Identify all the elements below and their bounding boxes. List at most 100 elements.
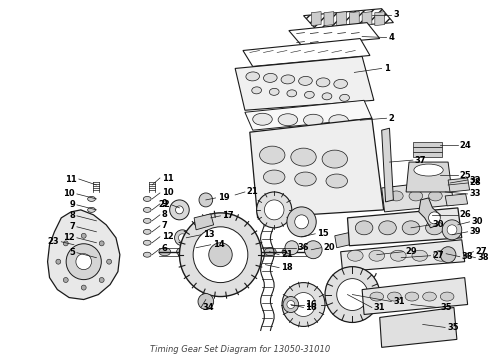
Text: 36: 36 — [297, 243, 309, 252]
Text: 32: 32 — [469, 176, 481, 185]
Text: 35: 35 — [447, 323, 459, 332]
Ellipse shape — [88, 197, 96, 201]
Text: 33: 33 — [469, 189, 481, 198]
Ellipse shape — [409, 191, 423, 201]
Circle shape — [304, 241, 322, 259]
Ellipse shape — [246, 72, 260, 81]
Text: 12: 12 — [162, 232, 173, 241]
Text: 35: 35 — [441, 303, 452, 312]
Polygon shape — [48, 210, 120, 300]
Ellipse shape — [298, 76, 312, 85]
Circle shape — [193, 227, 248, 283]
Polygon shape — [289, 23, 380, 45]
Circle shape — [179, 213, 262, 297]
Text: 24: 24 — [460, 141, 471, 150]
Text: 3: 3 — [393, 10, 399, 19]
Circle shape — [174, 230, 190, 246]
Text: 38: 38 — [477, 253, 489, 262]
Text: 11: 11 — [162, 174, 173, 183]
Text: 27: 27 — [475, 247, 487, 256]
Ellipse shape — [322, 93, 332, 100]
Circle shape — [81, 285, 86, 290]
Ellipse shape — [252, 87, 262, 94]
Ellipse shape — [426, 221, 443, 235]
Polygon shape — [445, 194, 467, 206]
Ellipse shape — [287, 90, 296, 97]
Polygon shape — [419, 198, 441, 228]
Text: 18: 18 — [281, 263, 293, 272]
Circle shape — [442, 220, 462, 240]
Circle shape — [429, 212, 441, 224]
Ellipse shape — [270, 88, 279, 95]
Ellipse shape — [334, 80, 347, 88]
Text: 37: 37 — [415, 156, 426, 165]
Circle shape — [170, 200, 189, 220]
Circle shape — [325, 267, 380, 323]
Ellipse shape — [391, 250, 406, 261]
Ellipse shape — [379, 221, 396, 235]
Text: 6: 6 — [162, 244, 168, 253]
Text: 23: 23 — [48, 237, 59, 246]
Text: 28: 28 — [469, 179, 481, 188]
Polygon shape — [335, 232, 354, 248]
Ellipse shape — [326, 174, 347, 188]
Polygon shape — [337, 12, 346, 26]
Polygon shape — [448, 178, 469, 192]
Polygon shape — [382, 180, 454, 212]
Circle shape — [283, 297, 298, 312]
Ellipse shape — [247, 248, 259, 256]
Circle shape — [81, 233, 86, 238]
Text: 30: 30 — [433, 220, 444, 229]
Ellipse shape — [412, 250, 428, 261]
Ellipse shape — [282, 248, 294, 256]
Polygon shape — [194, 214, 214, 230]
Text: 12: 12 — [63, 233, 75, 242]
Ellipse shape — [143, 207, 151, 212]
Text: 8: 8 — [162, 210, 168, 219]
Text: 21: 21 — [281, 250, 293, 259]
Text: 17: 17 — [222, 211, 234, 220]
Ellipse shape — [88, 229, 96, 234]
Circle shape — [209, 243, 232, 267]
Ellipse shape — [369, 250, 385, 261]
Ellipse shape — [88, 207, 96, 212]
Polygon shape — [413, 147, 442, 152]
Text: 22: 22 — [158, 201, 170, 210]
Ellipse shape — [260, 146, 285, 164]
Text: 4: 4 — [389, 33, 394, 42]
Polygon shape — [311, 12, 321, 26]
Ellipse shape — [429, 191, 442, 201]
Ellipse shape — [291, 148, 316, 166]
Ellipse shape — [355, 221, 373, 235]
Ellipse shape — [388, 292, 401, 301]
Polygon shape — [382, 128, 393, 202]
Polygon shape — [406, 162, 452, 192]
Text: 9: 9 — [69, 201, 75, 210]
Ellipse shape — [434, 250, 449, 261]
Text: 7: 7 — [69, 222, 75, 231]
Ellipse shape — [402, 221, 420, 235]
Ellipse shape — [340, 94, 349, 101]
Text: 26: 26 — [460, 210, 471, 219]
Circle shape — [447, 225, 457, 235]
Ellipse shape — [347, 250, 363, 261]
Circle shape — [287, 301, 294, 309]
Text: 16: 16 — [305, 300, 317, 309]
Ellipse shape — [370, 292, 384, 301]
Circle shape — [198, 293, 214, 310]
Text: 34: 34 — [203, 303, 215, 312]
Text: 2: 2 — [389, 114, 394, 123]
Circle shape — [294, 215, 308, 229]
Text: 13: 13 — [203, 230, 215, 239]
Ellipse shape — [143, 252, 151, 257]
Ellipse shape — [143, 240, 151, 245]
Polygon shape — [347, 208, 462, 246]
Circle shape — [199, 193, 213, 207]
Text: 27: 27 — [433, 251, 444, 260]
Ellipse shape — [423, 292, 437, 301]
Circle shape — [441, 247, 456, 263]
Text: 31: 31 — [393, 297, 405, 306]
Polygon shape — [341, 240, 465, 272]
Circle shape — [107, 259, 112, 264]
Ellipse shape — [159, 248, 171, 256]
